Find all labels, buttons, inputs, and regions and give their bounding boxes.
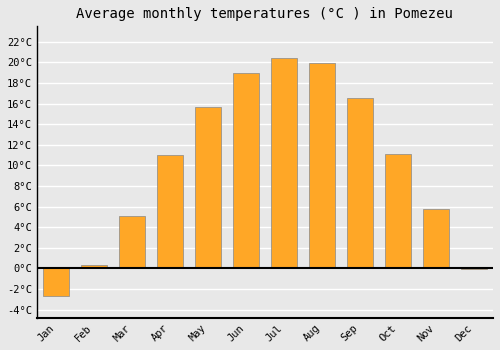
Bar [42,268,69,296]
Bar [156,155,183,268]
Bar [346,98,374,268]
Bar [118,216,145,268]
Bar [460,268,487,270]
Bar [422,209,450,268]
Title: Average monthly temperatures (°C ) in Pomezeu: Average monthly temperatures (°C ) in Po… [76,7,454,21]
Bar [80,265,107,268]
Bar [194,107,221,268]
Bar [308,63,336,268]
Bar [384,154,411,268]
Bar [270,58,297,268]
Bar [232,73,259,268]
